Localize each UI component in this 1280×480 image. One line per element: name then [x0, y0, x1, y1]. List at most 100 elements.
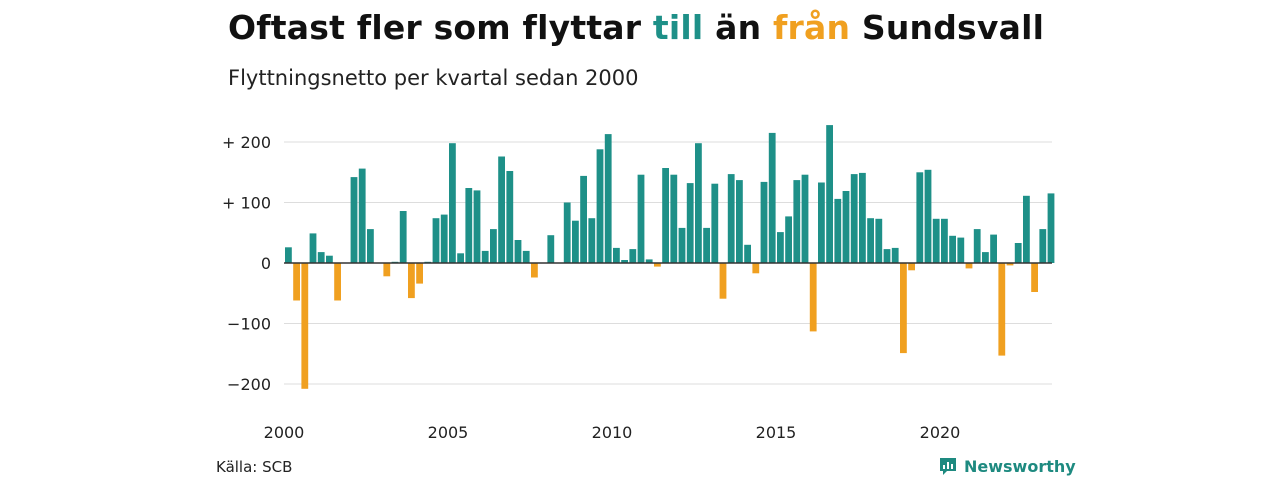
bar	[1014, 243, 1022, 263]
bar	[588, 218, 596, 263]
bar	[629, 249, 637, 263]
bar	[465, 188, 473, 263]
bar	[399, 211, 407, 263]
bar	[850, 174, 858, 263]
bar	[891, 247, 899, 263]
newsworthy-logo: Newsworthy	[938, 456, 1076, 476]
y-tick-label: −100	[227, 315, 271, 334]
bar	[990, 234, 997, 263]
bar	[432, 218, 440, 263]
bar	[924, 169, 932, 263]
x-tick-label: 2000	[264, 423, 305, 442]
bar	[367, 229, 374, 263]
bar	[522, 250, 530, 263]
bar	[916, 172, 924, 264]
source-note: Källa: SCB	[216, 458, 293, 476]
bar	[826, 125, 833, 263]
bar	[613, 247, 620, 263]
bar	[867, 218, 874, 263]
bar	[703, 227, 710, 263]
bar	[785, 216, 792, 263]
bar	[670, 174, 678, 263]
bar	[457, 253, 464, 263]
bar	[711, 183, 719, 263]
bar	[982, 252, 989, 263]
bar	[645, 259, 653, 263]
bar	[309, 233, 317, 263]
y-tick-label: + 100	[222, 194, 271, 213]
bar	[317, 252, 325, 263]
bar	[580, 175, 587, 263]
bar	[449, 143, 456, 263]
bar	[859, 172, 866, 263]
bar	[1039, 229, 1047, 263]
bar	[900, 263, 907, 354]
bar	[768, 132, 776, 263]
bar	[932, 218, 940, 263]
bar	[408, 263, 415, 299]
bar	[440, 214, 448, 263]
chart-subtitle: Flyttningsnetto per kvartal sedan 2000	[228, 66, 639, 90]
y-axis-tick-labels: + 200 + 100 0 −100 −200	[222, 133, 271, 394]
bar	[941, 218, 948, 263]
bar	[481, 250, 489, 263]
x-tick-label: 2010	[592, 423, 633, 442]
y-tick-label: + 200	[222, 133, 271, 152]
bar	[752, 263, 760, 274]
title-word-till: till	[652, 8, 704, 47]
bar	[793, 180, 801, 263]
bar	[1031, 263, 1038, 292]
bar	[654, 263, 661, 267]
bar	[957, 237, 965, 263]
bar	[719, 263, 727, 299]
bar	[908, 263, 915, 271]
bar	[637, 174, 645, 263]
bar	[563, 202, 571, 263]
x-axis-tick-labels: 2000 2005 2010 2015 2020	[264, 423, 961, 442]
bar	[531, 263, 538, 278]
title-part-3: Sundsvall	[850, 8, 1045, 47]
bar	[358, 168, 366, 263]
bar	[998, 263, 1006, 356]
bar	[416, 263, 423, 284]
bar	[383, 263, 391, 277]
bar	[596, 149, 604, 263]
bar	[965, 263, 973, 269]
bar	[744, 244, 751, 263]
bar	[818, 182, 825, 263]
bar	[490, 229, 497, 263]
bar	[662, 168, 669, 263]
bar	[834, 198, 842, 263]
bar	[686, 183, 694, 263]
bar	[736, 180, 743, 263]
bar	[621, 260, 628, 263]
bar	[1047, 193, 1055, 263]
x-tick-label: 2015	[756, 423, 797, 442]
y-tick-label: −200	[227, 375, 271, 394]
bar	[875, 218, 883, 263]
bar	[334, 263, 341, 301]
bar	[809, 263, 817, 332]
bar	[506, 171, 514, 263]
bar	[498, 156, 505, 263]
bar	[293, 263, 300, 301]
bars	[285, 125, 1055, 389]
x-tick-label: 2005	[428, 423, 469, 442]
y-tick-label: 0	[261, 254, 271, 273]
bar	[285, 247, 292, 263]
bar	[547, 235, 555, 263]
bar	[301, 263, 309, 389]
bar	[695, 143, 702, 263]
bar	[760, 181, 768, 263]
bar	[727, 174, 735, 263]
bar	[473, 190, 481, 263]
bar	[842, 191, 850, 263]
title-word-fran: från	[772, 8, 851, 47]
bar	[1006, 263, 1014, 266]
chart-title: Oftast fler som flyttar till än från Sun…	[228, 8, 1044, 47]
bar	[604, 134, 612, 263]
bar	[350, 177, 358, 263]
bar	[678, 227, 686, 263]
bar	[949, 235, 956, 263]
